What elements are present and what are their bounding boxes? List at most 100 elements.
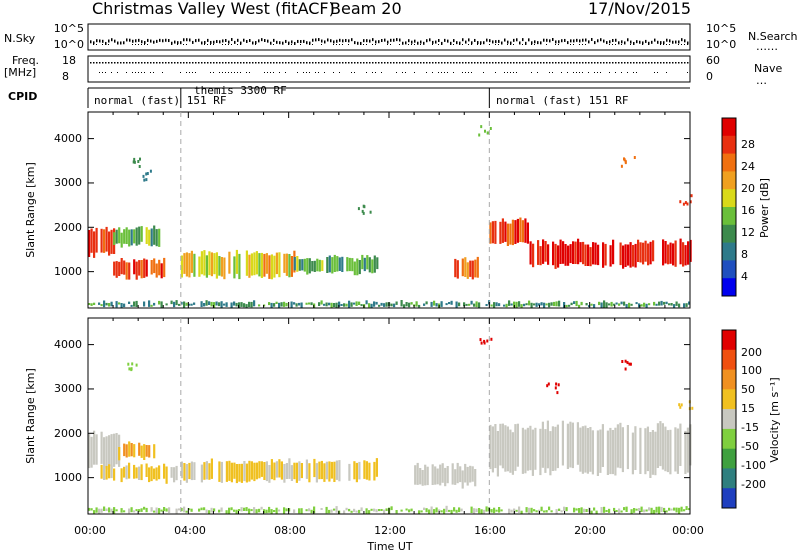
scatter-column <box>612 239 615 265</box>
scatter-column <box>633 508 636 513</box>
scatter-column <box>163 507 166 512</box>
scatter-column <box>501 218 504 243</box>
scatter-column <box>414 465 417 485</box>
nave-trace <box>237 72 238 73</box>
scatter-column <box>649 241 652 265</box>
freq-trace <box>240 62 242 64</box>
scatter-column <box>170 300 173 305</box>
nave-trace <box>213 72 214 73</box>
nsearch-trace <box>468 44 469 45</box>
scatter-point <box>678 403 681 407</box>
scatter-column <box>333 461 336 482</box>
scatter-column <box>113 468 116 481</box>
nsearch-trace <box>183 44 184 45</box>
scatter-column <box>543 302 546 308</box>
xtick-4: 16:00 <box>474 524 506 537</box>
scatter-column <box>674 240 677 267</box>
freq-trace <box>576 62 578 64</box>
nsky-trace <box>231 38 233 42</box>
scatter-point <box>547 382 550 386</box>
freq-trace <box>510 62 512 64</box>
scatter-column <box>408 302 411 308</box>
scatter-column <box>133 259 136 275</box>
freq-trace <box>189 62 191 64</box>
scatter-column <box>225 510 228 514</box>
nsearch-trace <box>225 44 226 45</box>
scatter-column <box>548 302 551 308</box>
scatter-column <box>143 444 146 460</box>
nsearch-trace <box>177 44 178 45</box>
nsearch-trace <box>495 44 496 45</box>
freq-trace <box>432 62 434 64</box>
scatter-column <box>470 300 473 305</box>
scatter-column <box>213 508 216 512</box>
scatter-column <box>400 300 403 307</box>
scatter-column <box>423 303 426 306</box>
nsky-trace <box>618 41 620 45</box>
scatter-column <box>376 257 379 270</box>
scatter-column <box>450 509 453 514</box>
scatter-column <box>448 302 451 305</box>
scatter-column <box>185 510 188 513</box>
scatter-column <box>285 508 288 512</box>
nave-trace <box>588 72 589 73</box>
nsky-trace <box>477 41 479 45</box>
freq-trace <box>489 62 491 64</box>
scatter-column <box>283 301 286 307</box>
scatter-column <box>188 303 191 306</box>
nsearch-trace <box>186 44 187 45</box>
nsky-trace <box>219 40 221 44</box>
freq-trace <box>156 62 158 64</box>
scatter-column <box>561 420 564 466</box>
scatter-column <box>263 304 266 307</box>
freq-trace <box>252 62 254 64</box>
freq-trace <box>102 62 104 64</box>
scatter-column <box>445 505 448 513</box>
scatter-column <box>634 426 637 470</box>
scatter-column <box>120 508 123 513</box>
nave-trace <box>132 72 133 73</box>
nave-trace <box>180 72 181 73</box>
scatter-column <box>565 304 568 308</box>
nsky-trace <box>318 38 320 42</box>
scatter-column <box>248 254 251 278</box>
scatter-point <box>478 133 481 137</box>
scatter-column <box>563 302 566 308</box>
scatter-point <box>686 202 689 206</box>
scatter-column <box>130 229 133 246</box>
nave-trace <box>318 72 319 73</box>
scatter-point <box>623 158 626 162</box>
scatter-column <box>365 508 368 514</box>
freq-trace <box>582 62 584 64</box>
nave-trace <box>144 72 145 73</box>
scatter-column <box>510 509 513 513</box>
nsky-trace <box>351 38 353 42</box>
scatter-column <box>418 510 421 514</box>
scatter-column <box>460 508 463 512</box>
scatter-column <box>198 508 201 512</box>
scatter-column <box>602 242 605 268</box>
scatter-column <box>115 229 118 244</box>
scatter-point <box>555 382 558 386</box>
freq-trace <box>546 62 548 64</box>
scatter-column <box>208 251 211 276</box>
freq-trace <box>144 62 146 64</box>
scatter-column <box>562 241 565 264</box>
scatter-column <box>616 424 619 468</box>
nsky-trace <box>117 41 119 45</box>
scatter-column <box>433 509 436 514</box>
ytick-vel-2000: 2000 <box>54 427 82 440</box>
ytick-power-1000: 1000 <box>54 265 82 278</box>
freq-trace <box>399 62 401 64</box>
freq-trace <box>120 62 122 64</box>
scatter-column <box>233 462 236 479</box>
scatter-column <box>676 428 679 474</box>
freq-label-1: Freq. <box>12 54 39 67</box>
nave-trace <box>264 72 265 73</box>
scatter-column <box>200 251 203 275</box>
nave-trace <box>576 72 577 73</box>
freq-trace <box>423 62 425 64</box>
scatter-column <box>664 426 667 472</box>
scatter-column <box>315 463 318 483</box>
scatter-column <box>525 507 528 513</box>
